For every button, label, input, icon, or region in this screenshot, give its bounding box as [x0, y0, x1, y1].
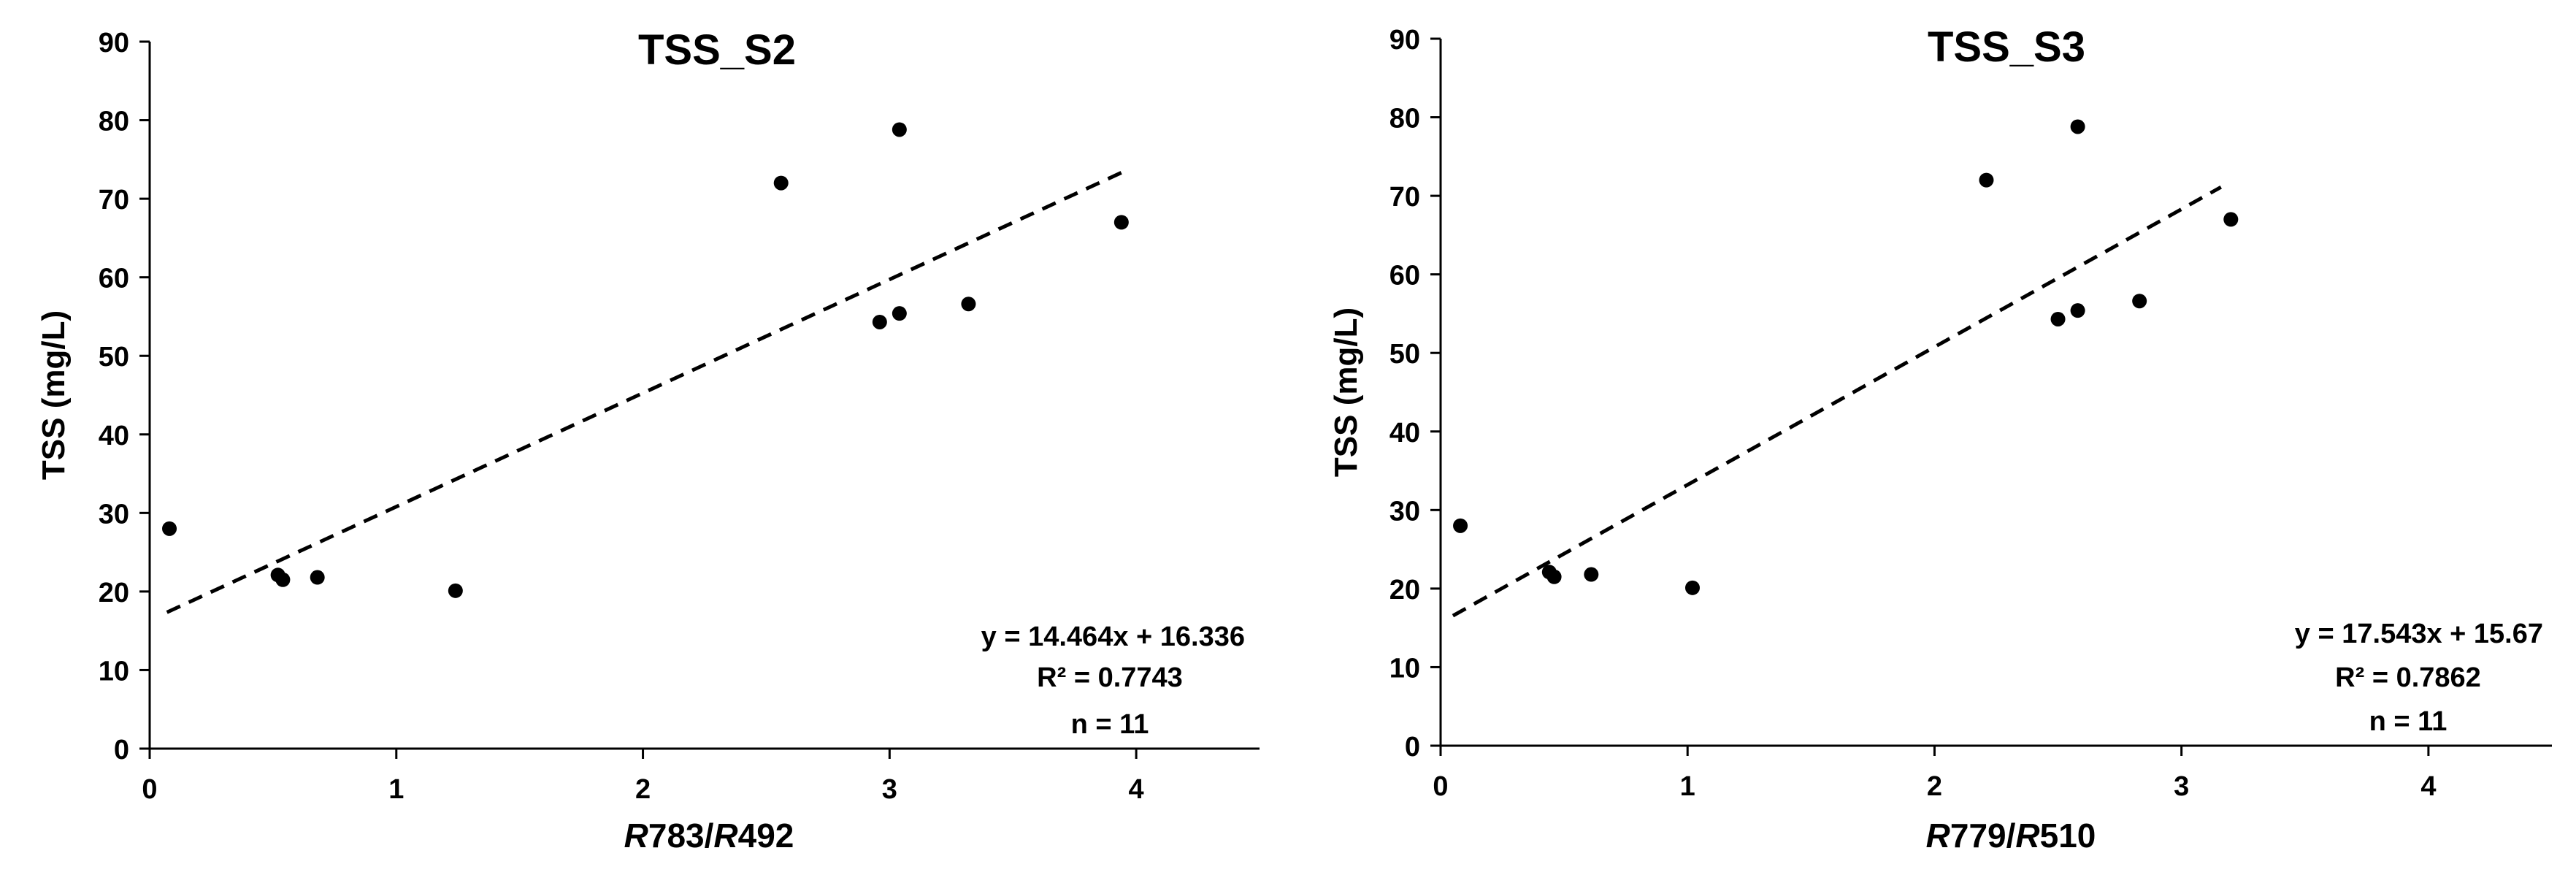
x-axis-label-part: 779/	[1950, 817, 2016, 855]
data-point	[2050, 311, 2066, 326]
x-tick-label: 1	[388, 774, 404, 805]
chart-title: TSS_S3	[1928, 23, 2085, 71]
x-axis-label: R783/R492	[624, 817, 794, 855]
y-tick-label: 60	[1389, 261, 1420, 291]
y-tick-label: 40	[99, 421, 129, 451]
x-axis-label-part: R	[713, 817, 737, 855]
y-tick-label: 20	[99, 578, 129, 608]
data-point	[1684, 580, 1700, 595]
trendline	[166, 168, 1127, 614]
x-axis-label-part: R	[1926, 817, 1950, 855]
y-tick-label: 80	[99, 107, 129, 137]
x-axis-label-part: 510	[2040, 817, 2096, 855]
data-point	[892, 306, 907, 321]
y-tick-label: 0	[1405, 732, 1420, 762]
x-axis-label-part: 783/	[648, 817, 714, 855]
sample-size-label: n = 11	[1071, 709, 1149, 740]
x-tick-label: 4	[1129, 774, 1144, 805]
y-axis-label: TSS (mg/L)	[1328, 307, 1364, 477]
x-tick-label: 3	[882, 774, 897, 805]
chart-title: TSS_S2	[638, 26, 796, 74]
r-squared-label: R² = 0.7862	[2335, 662, 2481, 693]
data-point	[2223, 212, 2239, 227]
y-tick-label: 80	[1389, 104, 1420, 134]
y-tick-label: 70	[99, 185, 129, 215]
data-point	[2070, 303, 2085, 318]
data-point	[1584, 567, 1599, 582]
data-point	[2132, 294, 2147, 309]
data-point	[162, 521, 177, 536]
y-tick-label: 90	[1389, 25, 1420, 56]
x-axis-label: R779/R510	[1926, 817, 2096, 855]
data-point	[2070, 119, 2085, 134]
y-tick-label: 50	[1389, 339, 1420, 370]
sample-size-label: n = 11	[2369, 706, 2447, 737]
regression-equation: y = 14.464x + 16.336	[981, 622, 1245, 652]
x-axis-label-part: R	[624, 817, 648, 855]
x-tick-label: 2	[1927, 771, 1942, 802]
x-tick-label: 1	[1680, 771, 1695, 802]
y-tick-label: 50	[99, 342, 129, 372]
data-point	[961, 297, 976, 312]
data-point	[448, 583, 463, 598]
regression-equation: y = 17.543x + 15.67	[2295, 619, 2543, 649]
y-tick-label: 10	[1389, 653, 1420, 684]
y-tick-label: 90	[99, 28, 129, 58]
y-axis-label: TSS (mg/L)	[36, 310, 72, 480]
chart-1: 0 10 20 30 40 50 60 70 80 90 0 1 2 3 4 TSS_S2 TSS (mg/L)…	[36, 26, 1260, 855]
y-tick-label: 30	[1389, 496, 1420, 527]
y-tick-label: 40	[1389, 418, 1420, 448]
y-tick-label: 70	[1389, 182, 1420, 213]
trendline	[1452, 186, 2223, 618]
chart-2: 0 10 20 30 40 50 60 70 80 90 0 1 2 3 4 TSS_S3 TSS (mg/L)…	[1328, 23, 2552, 855]
x-tick-label: 3	[2174, 771, 2189, 802]
y-tick-label: 10	[99, 656, 129, 687]
y-tick-label: 30	[99, 499, 129, 530]
x-tick-label: 4	[2420, 771, 2436, 802]
data-point	[310, 570, 325, 585]
x-tick-label: 2	[635, 774, 651, 805]
y-tick-label: 0	[114, 735, 129, 765]
x-axis-label-part: 492	[738, 817, 794, 855]
data-point	[1546, 569, 1562, 584]
data-point	[773, 175, 789, 191]
x-tick-label: 0	[1433, 771, 1448, 802]
data-point	[1113, 215, 1129, 230]
data-point	[275, 572, 291, 587]
r-squared-label: R² = 0.7743	[1037, 662, 1183, 693]
data-point	[892, 122, 907, 137]
x-axis-label-part: R	[2015, 817, 2039, 855]
x-tick-label: 0	[142, 774, 157, 805]
y-tick-label: 60	[99, 264, 129, 294]
data-point	[872, 314, 887, 329]
data-point	[1979, 172, 1994, 188]
data-point	[1453, 518, 1468, 533]
y-tick-label: 20	[1389, 575, 1420, 605]
